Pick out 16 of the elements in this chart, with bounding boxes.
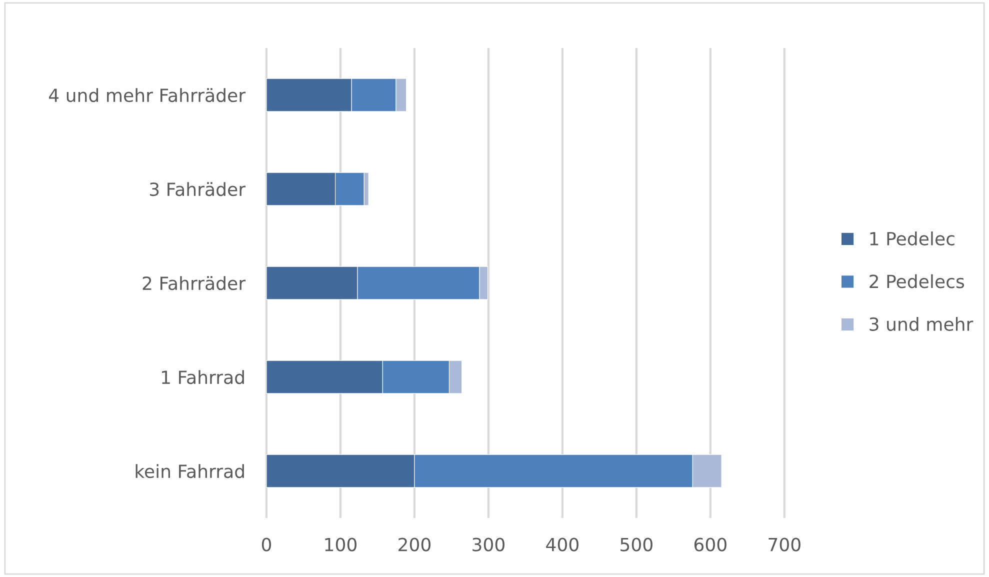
x-tick-label: 200	[398, 538, 430, 552]
y-tick-label: 1 Fahrrad	[162, 370, 244, 384]
legend-label: 1 Pedelec	[870, 232, 954, 246]
y-tick-label: kein Fahrrad	[136, 464, 244, 478]
y-tick-label: 2 Fahrräder	[142, 276, 246, 290]
x-tick-label: 600	[694, 538, 726, 552]
y-tick-label: 4 und mehr Fahrräder	[48, 88, 246, 102]
x-tick-label: 400	[546, 538, 578, 552]
legend-label: 2 Pedelecs	[870, 274, 964, 288]
legend-label: 3 und mehr	[870, 317, 974, 331]
x-tick-label: 0	[262, 538, 272, 552]
x-tick-label: 300	[472, 538, 504, 552]
y-tick-label: 3 Fahräder	[150, 182, 246, 196]
x-tick-label: 500	[620, 538, 652, 552]
x-tick-label: 100	[325, 538, 356, 552]
x-tick-label: 700	[768, 538, 800, 552]
